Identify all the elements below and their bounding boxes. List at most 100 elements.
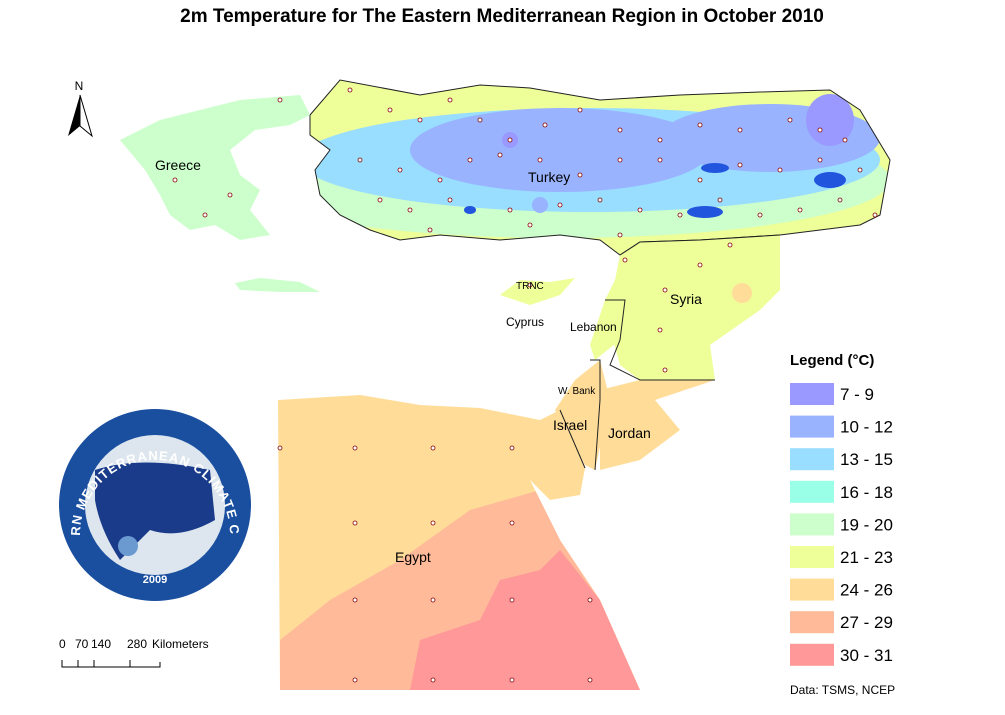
station xyxy=(557,202,563,208)
zone xyxy=(806,94,854,146)
legend-swatch xyxy=(790,448,834,471)
station xyxy=(617,232,623,238)
station xyxy=(837,197,843,203)
station xyxy=(277,445,283,451)
station xyxy=(509,597,515,603)
zone xyxy=(532,197,548,213)
place-label: Lebanon xyxy=(570,320,617,334)
syria-field xyxy=(605,235,780,380)
place-label: Jordan xyxy=(608,425,651,441)
station xyxy=(537,157,543,163)
station xyxy=(507,137,513,143)
logo-year: 2009 xyxy=(143,574,167,586)
station xyxy=(347,87,353,93)
station xyxy=(447,197,453,203)
legend-label: 7 - 9 xyxy=(840,385,874,404)
legend-label: 10 - 12 xyxy=(840,418,893,437)
scale-label: 0 xyxy=(59,637,66,651)
zone xyxy=(605,235,780,380)
scale-bar: 0 70 140 280 Kilometers xyxy=(59,637,209,668)
station xyxy=(737,127,743,133)
data-source: Data: TSMS, NCEP xyxy=(790,683,895,697)
logo: EASTERN MEDITERRANEAN CLIMATE CENTRE 200… xyxy=(0,0,251,601)
scale-unit: Kilometers xyxy=(152,637,209,651)
north-arrow: N xyxy=(68,79,93,138)
station xyxy=(577,107,583,113)
temperature-fields xyxy=(120,79,891,690)
station xyxy=(872,212,878,218)
zone xyxy=(410,108,710,192)
station xyxy=(407,207,413,213)
legend-swatch xyxy=(790,415,834,438)
station xyxy=(430,520,436,526)
station xyxy=(717,197,723,203)
station xyxy=(657,137,663,143)
turkey-field xyxy=(310,80,890,255)
lakes xyxy=(464,163,846,218)
legend-swatch xyxy=(790,611,834,634)
station xyxy=(637,207,643,213)
station xyxy=(497,152,503,158)
station xyxy=(507,207,513,213)
place-label: W. Bank xyxy=(558,386,596,397)
place-labels: Greece Turkey TRNC Cyprus Lebanon Syria … xyxy=(155,157,702,565)
station xyxy=(417,117,423,123)
station xyxy=(737,162,743,168)
station xyxy=(587,597,593,603)
legend-swatch xyxy=(790,480,834,503)
station xyxy=(477,117,483,123)
station xyxy=(622,257,628,263)
legend-swatch xyxy=(790,578,834,601)
station xyxy=(430,677,436,683)
station xyxy=(677,212,683,218)
scale-label: 70 xyxy=(75,637,89,651)
station xyxy=(697,177,703,183)
station xyxy=(509,520,515,526)
station xyxy=(662,367,668,373)
place-label: Cyprus xyxy=(506,315,544,329)
station xyxy=(662,287,668,293)
station xyxy=(527,282,533,288)
zone xyxy=(120,95,310,240)
station xyxy=(509,677,515,683)
station xyxy=(352,445,358,451)
stations xyxy=(172,87,878,683)
zone xyxy=(410,550,640,690)
station xyxy=(757,212,763,218)
station xyxy=(542,122,548,128)
map-title: 2m Temperature for The Eastern Mediterra… xyxy=(180,6,824,27)
place-label: Egypt xyxy=(395,549,431,565)
station xyxy=(727,242,733,248)
station xyxy=(697,122,703,128)
legend-swatch xyxy=(790,383,834,405)
station xyxy=(817,127,823,133)
station xyxy=(202,212,208,218)
station xyxy=(447,97,453,103)
scale-label: 280 xyxy=(127,637,147,651)
legend-label: 13 - 15 xyxy=(840,450,893,469)
legend-label: 19 - 20 xyxy=(840,515,893,534)
station xyxy=(427,227,433,233)
zone xyxy=(732,283,752,303)
station xyxy=(777,167,783,173)
station xyxy=(437,177,443,183)
station xyxy=(227,192,233,198)
station xyxy=(617,127,623,133)
place-label: Syria xyxy=(670,291,702,307)
borders xyxy=(559,234,781,471)
station xyxy=(657,327,663,333)
station xyxy=(430,597,436,603)
station xyxy=(577,172,583,178)
station xyxy=(467,157,473,163)
station xyxy=(797,207,803,213)
station xyxy=(527,222,533,228)
station xyxy=(352,597,358,603)
station xyxy=(817,157,823,163)
station xyxy=(172,177,178,183)
legend-swatch xyxy=(790,643,834,666)
zone xyxy=(235,278,320,292)
station xyxy=(587,677,593,683)
station xyxy=(352,520,358,526)
station xyxy=(617,157,623,163)
